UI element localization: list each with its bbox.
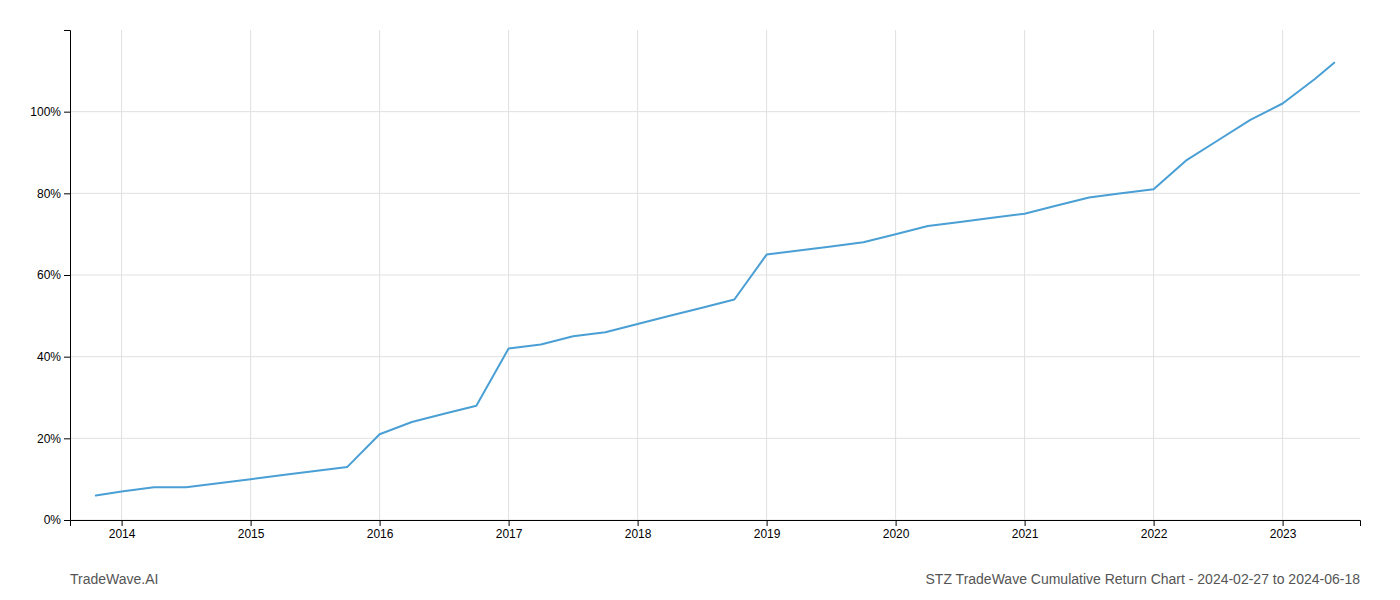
x-tick-label: 2020 (883, 527, 910, 541)
y-axis: 0% 20% 40% 60% 80% 100% (30, 31, 70, 528)
x-tick-label: 2016 (367, 527, 394, 541)
x-tick: 2017 (496, 520, 523, 541)
y-grid-line (70, 356, 1360, 357)
y-tick: 20% (37, 432, 70, 446)
x-tick-mark (767, 520, 768, 526)
y-tick: 0% (44, 513, 70, 527)
y-tick-label: 60% (37, 268, 61, 282)
y-tick-mark (64, 438, 70, 439)
x-tick-mark (509, 520, 510, 526)
y-tick: 40% (37, 350, 70, 364)
grid (70, 30, 1360, 520)
x-axis: 2014 2015 2016 2017 2018 2019 2020 2021 2022 2023 (71, 520, 1361, 541)
x-tick: 2014 (109, 520, 136, 541)
x-tick: 2019 (754, 520, 781, 541)
x-tick: 2020 (883, 520, 910, 541)
x-tick-mark (251, 520, 252, 526)
y-grid-line (70, 438, 1360, 439)
x-tick-label: 2022 (1141, 527, 1168, 541)
x-tick-label: 2019 (754, 527, 781, 541)
x-tick-mark (1154, 520, 1155, 526)
y-tick-mark (64, 520, 70, 521)
x-tick-mark (380, 520, 381, 526)
y-tick-mark (64, 112, 70, 113)
y-grid-line (70, 111, 1360, 112)
x-tick: 2016 (367, 520, 394, 541)
y-tick: 80% (37, 187, 70, 201)
x-tick-label: 2021 (1012, 527, 1039, 541)
y-grid-line (70, 275, 1360, 276)
x-tick-mark (122, 520, 123, 526)
y-tick-mark (64, 275, 70, 276)
x-tick-mark (1025, 520, 1026, 526)
plot-area (96, 63, 1334, 496)
line (96, 63, 1334, 496)
y-tick-label: 100% (30, 105, 61, 119)
x-tick: 2018 (625, 520, 652, 541)
y-tick-label: 40% (37, 350, 61, 364)
y-axis-line (64, 31, 71, 521)
x-tick-label: 2018 (625, 527, 652, 541)
watermark: TradeWave.AI (70, 571, 158, 587)
x-axis-line (71, 521, 1361, 527)
x-tick-mark (896, 520, 897, 526)
y-tick: 60% (37, 268, 70, 282)
x-tick-label: 2015 (238, 527, 265, 541)
y-tick-label: 20% (37, 432, 61, 446)
chart: 2014 2015 2016 2017 2018 2019 2020 2021 2022 2023… (0, 0, 1400, 600)
x-tick-label: 2023 (1270, 527, 1297, 541)
x-tick-label: 2014 (109, 527, 136, 541)
x-tick: 2015 (238, 520, 265, 541)
y-grid-line (70, 193, 1360, 194)
x-tick: 2023 (1270, 520, 1297, 541)
x-tick: 2021 (1012, 520, 1039, 541)
x-tick: 2022 (1141, 520, 1168, 541)
x-tick-mark (638, 520, 639, 526)
x-tick-mark (1283, 520, 1284, 526)
title: STZ TradeWave Cumulative Return Chart - … (926, 571, 1361, 587)
x-tick-label: 2017 (496, 527, 523, 541)
y-tick: 100% (30, 105, 70, 119)
y-tick-label: 80% (37, 187, 61, 201)
y-tick-label: 0% (44, 513, 62, 527)
y-tick-mark (64, 193, 70, 194)
y-tick-mark (64, 357, 70, 358)
